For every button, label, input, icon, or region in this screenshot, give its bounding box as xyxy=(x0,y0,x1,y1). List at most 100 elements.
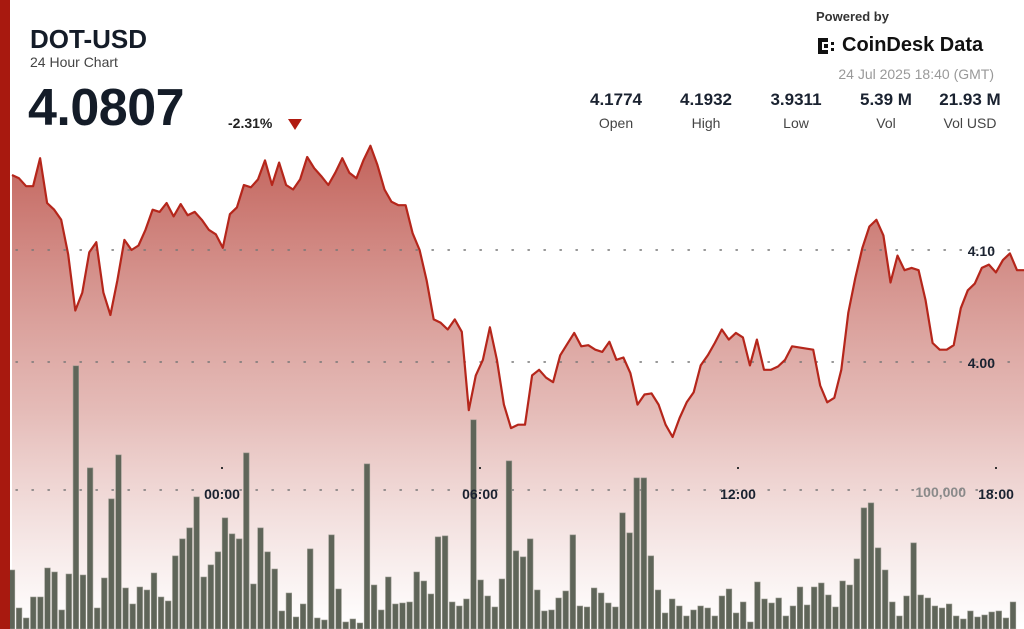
volume-bar xyxy=(158,596,165,629)
volume-bar xyxy=(392,603,399,629)
volume-bar xyxy=(321,619,328,629)
volume-bar xyxy=(725,588,733,629)
accent-bar xyxy=(0,0,10,629)
volume-bar xyxy=(186,527,193,629)
volume-bar xyxy=(917,594,924,629)
symbol-title: DOT-USD xyxy=(30,24,147,54)
volume-bar xyxy=(740,601,747,629)
volume-bar xyxy=(718,595,725,629)
timestamp: 24 Jul 2025 18:40 (GMT) xyxy=(838,66,994,82)
volume-bar xyxy=(37,596,44,629)
volume-bar xyxy=(704,607,711,629)
stat-value: 3.9311 xyxy=(770,90,822,109)
stat-label: Vol USD xyxy=(943,115,997,131)
volume-bar xyxy=(143,589,151,629)
volume-bar xyxy=(44,567,51,629)
volume-bar xyxy=(860,507,867,629)
time-tick-mark xyxy=(221,467,223,469)
volume-bar xyxy=(853,558,860,629)
volume-bar xyxy=(58,609,65,629)
volume-bar xyxy=(449,601,456,629)
volume-bar xyxy=(676,605,683,629)
volume-bar xyxy=(299,603,307,629)
stat-vol-usd: 21.93 M Vol USD xyxy=(925,90,1015,131)
volume-bar xyxy=(562,590,569,629)
volume-bar xyxy=(264,551,271,629)
coindesk-mark-icon xyxy=(818,37,834,54)
volume-bar xyxy=(23,617,30,629)
volume-bar xyxy=(108,498,115,629)
volume-bar xyxy=(349,618,356,629)
stat-high: 4.1932 High xyxy=(661,90,751,131)
volume-bar xyxy=(165,600,172,629)
volume-bar xyxy=(654,589,662,629)
stat-vol: 5.39 M Vol xyxy=(841,90,931,131)
volume-bar xyxy=(846,584,853,629)
volume-bar xyxy=(882,569,889,629)
volume-bar xyxy=(598,592,605,629)
volume-bar xyxy=(605,602,612,629)
volume-bar xyxy=(243,452,250,629)
volume-bar xyxy=(981,614,988,629)
stat-value: 21.93 M xyxy=(939,90,1001,109)
volume-bar xyxy=(250,583,257,629)
time-tick-label: 00:00 xyxy=(204,486,240,502)
volume-bar xyxy=(711,615,718,629)
volume-bar xyxy=(690,609,697,629)
volume-bar xyxy=(960,618,967,629)
time-tick-label: 12:00 xyxy=(720,486,756,502)
volume-bar xyxy=(619,512,626,629)
volume-bar xyxy=(484,595,491,629)
stat-low: 3.9311 Low xyxy=(751,90,841,131)
volume-bar xyxy=(612,606,619,629)
volume-bar xyxy=(292,616,300,629)
volume-bar xyxy=(967,610,974,629)
volume-bar xyxy=(626,532,633,629)
time-tick-label: 06:00 xyxy=(462,486,498,502)
volume-bar xyxy=(789,605,796,629)
volume-bar xyxy=(207,564,214,629)
time-tick-mark xyxy=(737,467,739,469)
volume-bar xyxy=(172,555,179,629)
volume-bar xyxy=(420,580,427,629)
price-line xyxy=(11,144,1024,439)
volume-bar xyxy=(363,463,371,629)
current-price: 4.0807 xyxy=(28,79,185,137)
brand-name: CoinDesk Data xyxy=(842,34,984,56)
volume-bar xyxy=(754,581,761,629)
stat-label: Low xyxy=(783,115,809,131)
volume-bar xyxy=(87,467,94,629)
volume-bar xyxy=(995,610,1002,629)
volume-bar xyxy=(342,621,349,629)
volume-bar xyxy=(640,477,647,629)
volume-bar xyxy=(953,615,960,629)
stat-label: Open xyxy=(598,115,634,131)
time-tick-mark xyxy=(995,467,997,469)
volume-bar xyxy=(818,582,825,629)
volume-bar xyxy=(832,606,839,629)
volume-bar xyxy=(633,477,640,629)
volume-bar xyxy=(825,594,832,629)
volume-bar xyxy=(811,586,818,629)
volume-bar xyxy=(51,571,58,629)
volume-bar xyxy=(399,602,406,629)
volume-bar xyxy=(803,604,811,629)
volume-bar xyxy=(874,547,882,629)
volume-bar xyxy=(896,615,903,629)
volume-bar xyxy=(527,538,534,629)
volume-bar xyxy=(72,365,79,629)
volume-bar xyxy=(200,576,207,629)
volume-bar xyxy=(910,542,917,629)
volume-bar xyxy=(328,534,335,629)
price-tick-label: 4.10 xyxy=(968,243,995,259)
volume-bar xyxy=(988,611,995,629)
volume-bar xyxy=(441,535,449,629)
volume-bar xyxy=(974,616,981,629)
volume-bar xyxy=(867,502,875,629)
volume-bar xyxy=(470,419,477,629)
volume-bar xyxy=(193,496,200,629)
volume-bar xyxy=(307,548,314,629)
volume-bar xyxy=(839,580,846,629)
volume-tick-label: 100,000 xyxy=(915,484,966,500)
